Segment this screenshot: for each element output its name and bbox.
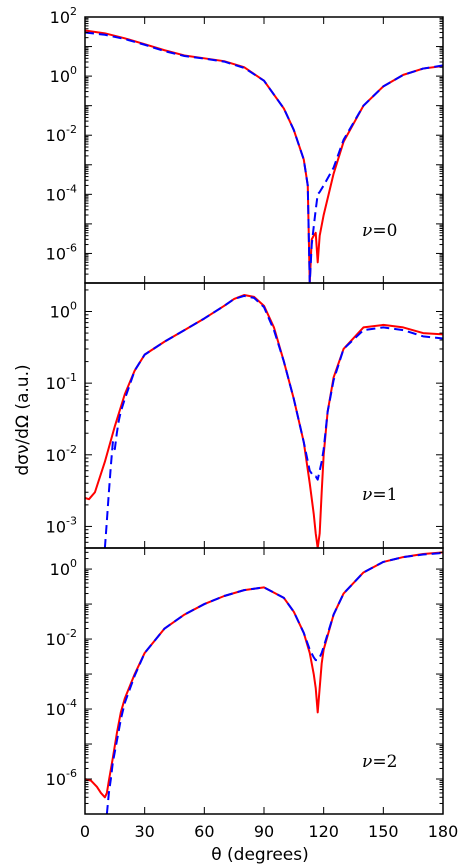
panel-frame	[84, 547, 444, 815]
y-tick-label: 10-1	[46, 371, 77, 393]
y-axis-label: dσν/dΩ (a.u.)	[13, 364, 33, 475]
series-solid-line	[85, 29, 443, 283]
series-dashed-line	[103, 294, 443, 548]
series-dashed-line	[85, 31, 443, 283]
panel-annotation: ν=1	[362, 485, 397, 505]
x-tick-label: 150	[368, 822, 399, 841]
panel-annotation: ν=2	[362, 752, 397, 772]
panel-2: 100 10-2 10-4 10-6 ν=2	[46, 547, 444, 815]
x-tick-label: 90	[254, 822, 274, 841]
x-axis-label: θ (degrees)	[211, 845, 309, 865]
y-tick-label: 10-3	[46, 514, 77, 536]
x-tick-label: 30	[134, 822, 154, 841]
y-tick-label: 10-2	[46, 627, 77, 649]
y-tick-label: 10-4	[46, 697, 77, 719]
y-tick-label: 102	[50, 5, 77, 27]
x-tick-label: 60	[194, 822, 214, 841]
panel-0: 102 100 10-2 10-4 10-6 ν=0	[46, 5, 444, 284]
panel-frame	[84, 282, 444, 549]
y-tick-label: 10-2	[46, 123, 77, 145]
y-tick-label: 100	[50, 300, 77, 322]
x-axis: 0 30 60 90 120 150 180	[80, 822, 458, 841]
y-tick-label: 10-2	[46, 443, 77, 465]
y-tick-label: 10-6	[46, 241, 77, 263]
panels-group: 10210010-210-410-6ν=010010-110-210-3ν=11…	[46, 5, 444, 815]
x-tick-label: 0	[80, 822, 90, 841]
panel-frame	[84, 16, 444, 284]
y-tick-label: 10-4	[46, 182, 77, 204]
panel-annotation: ν=0	[362, 221, 397, 241]
y-tick-label: 100	[50, 557, 77, 579]
x-tick-label: 120	[308, 822, 339, 841]
x-tick-label: 180	[428, 822, 459, 841]
panel-1: 100 10-1 10-2 10-3 ν=1	[46, 282, 444, 549]
y-tick-label: 100	[50, 64, 77, 86]
series-dashed-line	[105, 551, 443, 814]
y-tick-label: 10-6	[46, 767, 77, 789]
series-solid-line	[85, 294, 443, 548]
